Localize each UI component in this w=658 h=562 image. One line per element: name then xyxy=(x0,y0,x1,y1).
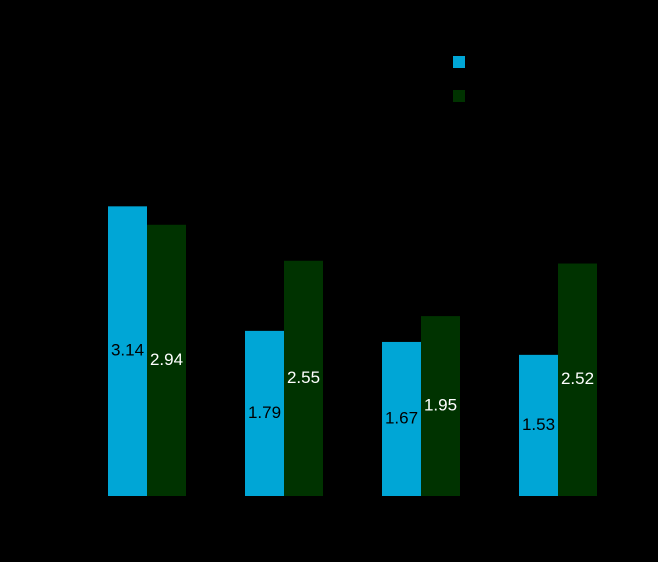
data-label: 3.14 xyxy=(111,341,144,360)
data-label: 1.79 xyxy=(248,403,281,422)
data-label: 2.55 xyxy=(287,368,320,387)
data-label: 1.95 xyxy=(424,396,457,415)
bar xyxy=(108,206,147,496)
data-label: 1.67 xyxy=(385,408,418,427)
bar xyxy=(147,224,186,496)
legend-swatch xyxy=(453,56,465,68)
bar xyxy=(519,354,558,496)
legend-swatch xyxy=(453,90,465,102)
data-label: 2.52 xyxy=(561,369,594,388)
data-label: 2.94 xyxy=(150,350,183,369)
bar xyxy=(382,341,421,496)
bar xyxy=(421,316,460,496)
bar xyxy=(284,260,323,496)
data-label: 1.53 xyxy=(522,415,555,434)
bar xyxy=(245,330,284,496)
bar xyxy=(558,263,597,496)
